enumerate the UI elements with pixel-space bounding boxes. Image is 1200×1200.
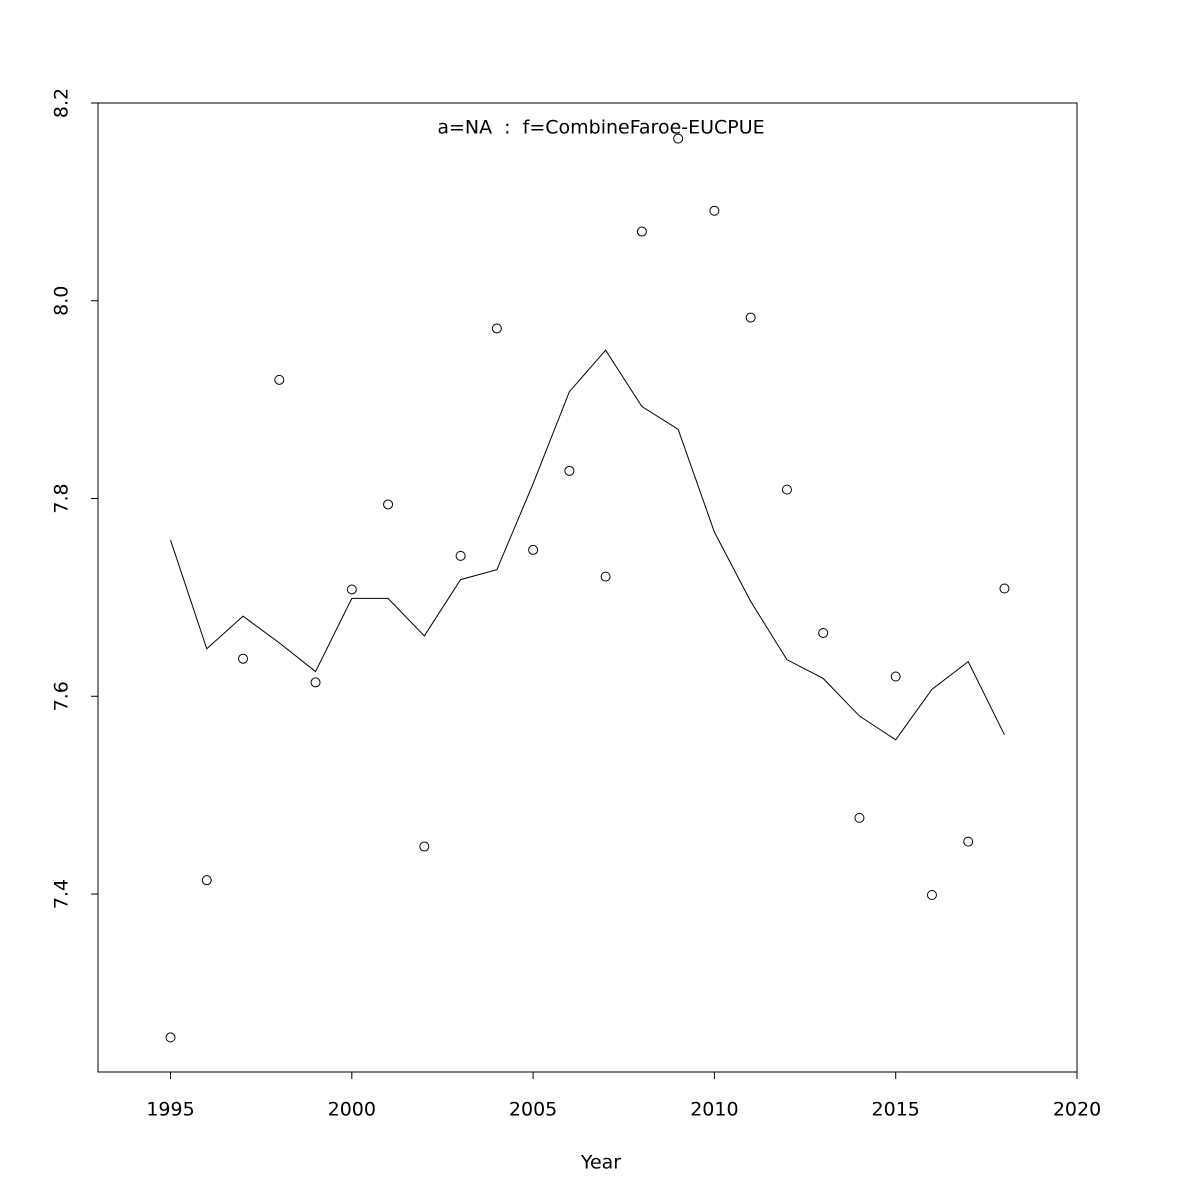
data-point [383, 499, 394, 510]
chart-title: a=NA : f=CombineFaroe-EUCPUE [437, 117, 764, 139]
data-point [419, 841, 430, 852]
data-point [491, 323, 502, 334]
data-point [528, 544, 539, 555]
x-tick-label: 2010 [690, 1099, 738, 1121]
data-point [963, 836, 974, 847]
x-tick-label: 2005 [509, 1099, 557, 1121]
data-line [170, 349, 1005, 741]
data-point [238, 653, 249, 664]
data-point [818, 627, 829, 638]
data-point [310, 677, 321, 688]
x-axis-label: Year [580, 1152, 621, 1174]
data-point [890, 671, 901, 682]
data-point [745, 312, 756, 323]
y-tick-label: 8.2 [51, 88, 73, 118]
y-tick-label: 7.4 [51, 879, 73, 909]
y-tick-label: 8.0 [51, 286, 73, 316]
data-point [346, 584, 357, 595]
data-point [999, 583, 1010, 594]
y-tick-label: 7.8 [51, 483, 73, 513]
data-point [709, 205, 720, 216]
data-point [274, 374, 285, 385]
data-point [636, 226, 647, 237]
plot-box [97, 102, 1078, 1073]
y-tick-label: 7.6 [51, 681, 73, 711]
data-point [854, 812, 865, 823]
data-point [781, 484, 792, 495]
data-point [165, 1032, 176, 1043]
data-point [564, 465, 575, 476]
data-point [600, 571, 611, 582]
x-tick-label: 1995 [146, 1099, 194, 1121]
data-point [926, 890, 937, 901]
x-tick-label: 2000 [328, 1099, 376, 1121]
data-point [201, 875, 212, 886]
data-point [673, 133, 684, 144]
x-tick-label: 2020 [1053, 1099, 1101, 1121]
x-tick-label: 2015 [872, 1099, 920, 1121]
data-point [455, 550, 466, 561]
